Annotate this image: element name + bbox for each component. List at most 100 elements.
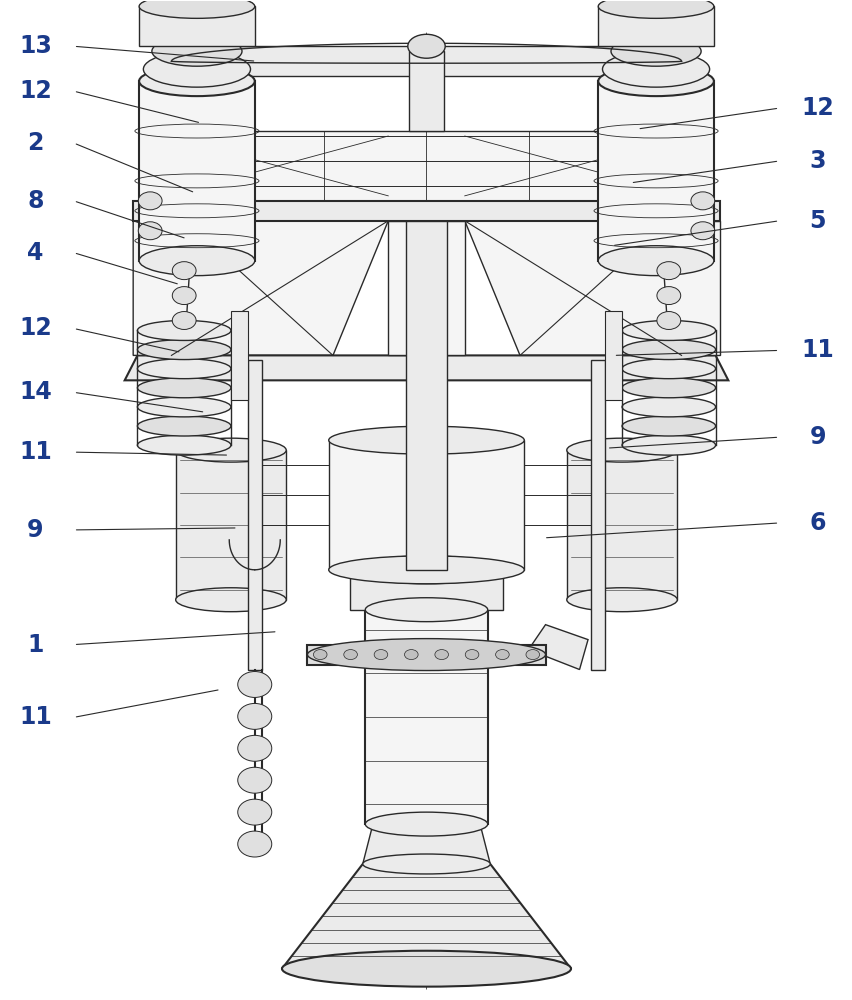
Ellipse shape [139,66,255,96]
Ellipse shape [621,359,715,379]
Ellipse shape [656,312,680,329]
Ellipse shape [362,854,490,874]
Bar [307,645,545,665]
Bar [406,221,446,570]
Polygon shape [282,864,570,969]
Ellipse shape [139,246,255,276]
Text: 12: 12 [19,79,52,103]
Ellipse shape [139,0,255,18]
Ellipse shape [621,416,715,436]
Ellipse shape [690,192,714,210]
Ellipse shape [343,650,357,660]
Ellipse shape [238,672,272,697]
Ellipse shape [372,814,480,834]
Bar [139,6,255,46]
Bar [231,311,248,400]
Ellipse shape [602,51,709,87]
Text: 13: 13 [19,34,52,58]
Polygon shape [464,221,681,355]
Ellipse shape [365,812,487,836]
Ellipse shape [137,416,231,436]
Ellipse shape [137,378,231,398]
Ellipse shape [526,650,539,660]
Bar [409,51,443,131]
Bar [248,360,262,670]
Polygon shape [171,221,388,355]
Bar [365,610,487,824]
Ellipse shape [495,650,509,660]
Ellipse shape [621,320,715,340]
Ellipse shape [349,556,503,584]
Ellipse shape [621,378,715,398]
Ellipse shape [138,192,162,210]
Ellipse shape [621,397,715,417]
Text: 12: 12 [19,316,52,340]
Ellipse shape [176,588,286,612]
Bar [590,360,604,670]
Ellipse shape [656,262,680,280]
Ellipse shape [138,222,162,240]
Text: 5: 5 [809,209,825,233]
Bar [597,81,713,261]
Text: 14: 14 [19,380,52,404]
Text: 12: 12 [800,96,833,120]
Text: 1: 1 [27,633,43,657]
Text: 11: 11 [800,338,833,362]
Ellipse shape [435,650,448,660]
Ellipse shape [621,435,715,455]
Polygon shape [133,201,719,221]
Bar [171,46,681,76]
Ellipse shape [238,799,272,825]
Ellipse shape [238,703,272,729]
Ellipse shape [328,556,524,584]
Bar [139,81,255,261]
Bar [328,440,524,570]
Text: 9: 9 [809,425,825,449]
Ellipse shape [597,0,713,18]
Text: 11: 11 [19,440,52,464]
Ellipse shape [621,340,715,360]
Bar [158,131,694,201]
Bar [566,450,676,600]
Ellipse shape [404,650,417,660]
Text: 2: 2 [27,131,43,155]
Ellipse shape [152,36,242,66]
Ellipse shape [610,36,700,66]
Text: 8: 8 [27,189,43,213]
Bar [597,6,713,46]
Ellipse shape [143,51,250,87]
Ellipse shape [407,34,445,58]
Ellipse shape [690,222,714,240]
Ellipse shape [313,650,326,660]
Ellipse shape [176,438,286,462]
Text: 3: 3 [809,149,825,173]
Text: 6: 6 [809,511,825,535]
Ellipse shape [374,650,388,660]
Polygon shape [528,625,587,670]
Ellipse shape [282,951,570,987]
Ellipse shape [597,246,713,276]
Polygon shape [362,824,490,864]
Text: 9: 9 [27,518,43,542]
Polygon shape [133,221,193,355]
Bar [388,221,464,355]
Ellipse shape [566,588,676,612]
Ellipse shape [238,831,272,857]
Ellipse shape [172,262,196,280]
Ellipse shape [365,598,487,622]
Ellipse shape [172,287,196,305]
Ellipse shape [307,639,545,671]
Ellipse shape [464,650,478,660]
Bar [604,311,621,400]
Ellipse shape [597,66,713,96]
Ellipse shape [137,320,231,340]
Text: 4: 4 [27,241,43,265]
Ellipse shape [238,767,272,793]
Ellipse shape [566,438,676,462]
Ellipse shape [656,287,680,305]
Ellipse shape [238,735,272,761]
Ellipse shape [172,312,196,329]
Bar [349,570,503,610]
Ellipse shape [137,397,231,417]
Ellipse shape [137,340,231,360]
